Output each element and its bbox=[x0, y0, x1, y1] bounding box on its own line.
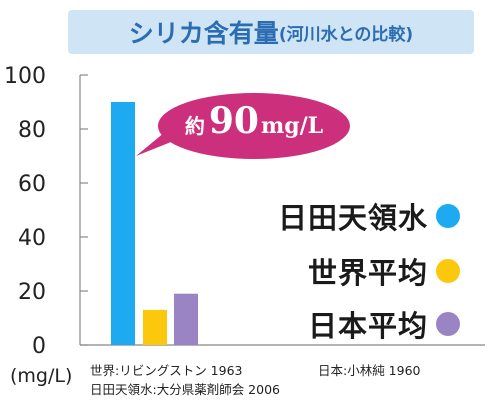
bar-0 bbox=[111, 102, 135, 345]
y-tick-label-0: 0 bbox=[32, 334, 46, 359]
annotation-prefix: 約 bbox=[184, 114, 205, 138]
source-world: 世界:リビングストン 1963 bbox=[90, 363, 243, 378]
y-tick-label-40: 40 bbox=[18, 226, 46, 251]
bar-2 bbox=[174, 293, 198, 345]
legend-item-world: 世界平均 bbox=[308, 250, 460, 292]
annotation-bubble-body bbox=[158, 93, 350, 159]
annotation-unit: mg/L bbox=[260, 113, 324, 139]
legend-label-world: 世界平均 bbox=[307, 256, 428, 290]
legend-item-japan: 日本平均 bbox=[308, 303, 460, 345]
legend-label-japan: 日本平均 bbox=[307, 309, 428, 343]
y-tick-label-100: 100 bbox=[4, 64, 46, 89]
chart-subtitle: (河川水との比較) bbox=[278, 24, 414, 45]
chart-bars bbox=[111, 102, 198, 345]
annotation-bubble bbox=[136, 93, 350, 159]
annotation-value: 90 bbox=[208, 100, 259, 142]
annotation-bubble-tail bbox=[136, 118, 182, 156]
legend-dot-hita bbox=[436, 204, 460, 228]
legend-dot-japan bbox=[436, 312, 460, 336]
source-hita: 日田天領水:大分県薬剤師会 2006 bbox=[90, 382, 280, 397]
chart-title: シリカ含有量 bbox=[128, 19, 279, 48]
y-tick-label-60: 60 bbox=[18, 172, 46, 197]
source-japan: 日本:小林純 1960 bbox=[318, 363, 421, 378]
annotation-label: 約 90 mg/L bbox=[164, 100, 344, 152]
chart-title-box: シリカ含有量 (河川水との比較) bbox=[68, 10, 474, 54]
legend-item-hita: 日田天領水 bbox=[278, 195, 460, 237]
y-tick-label-20: 20 bbox=[18, 280, 46, 305]
y-axis-unit: (mg/L) bbox=[10, 365, 73, 387]
chart-axes: 0 20 40 60 80 100 bbox=[4, 64, 485, 359]
y-tick-label-80: 80 bbox=[18, 118, 46, 143]
legend-label-hita: 日田天領水 bbox=[277, 201, 428, 235]
bar-1 bbox=[143, 309, 167, 345]
legend-dot-world bbox=[436, 259, 460, 283]
